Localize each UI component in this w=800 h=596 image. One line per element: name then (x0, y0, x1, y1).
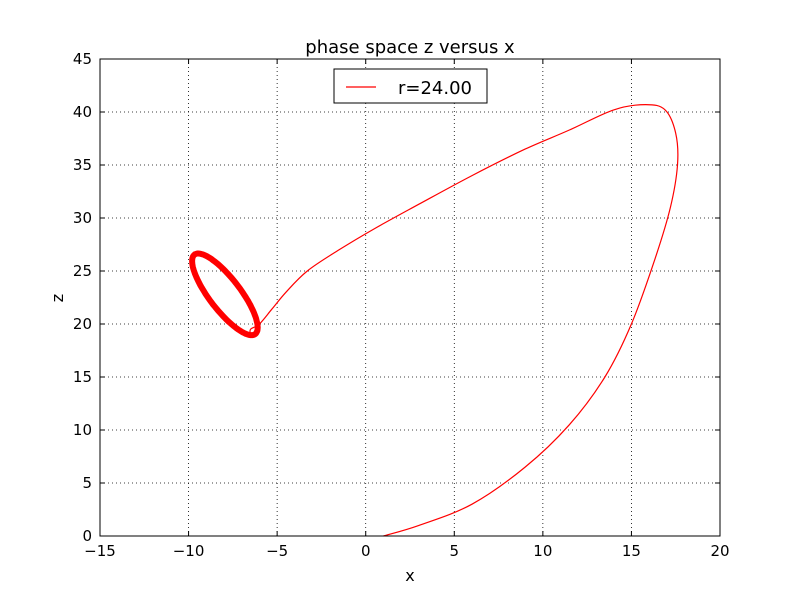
x-tick-label: −10 (173, 542, 205, 560)
x-tick-label: 5 (450, 542, 460, 560)
legend-label: r=24.00 (398, 78, 472, 99)
x-tick-label: 20 (710, 542, 729, 560)
x-tick-label: 0 (361, 542, 371, 560)
x-tick-labels: −15 −10 −5 0 5 10 15 20 (84, 542, 729, 560)
y-tick-label: 35 (73, 156, 92, 174)
y-tick-label: 15 (73, 368, 92, 386)
x-axis-label: x (405, 566, 414, 585)
series-layer (189, 103, 679, 537)
y-axis-label: z (48, 294, 67, 302)
y-tick-labels: 0 5 10 15 20 25 30 35 40 45 (73, 50, 92, 545)
plot-frame (99, 58, 721, 537)
y-tick-label: 40 (73, 103, 92, 121)
y-tick-label: 0 (82, 527, 92, 545)
y-tick-label: 5 (82, 474, 92, 492)
x-tick-label: 15 (622, 542, 641, 560)
y-tick-label: 10 (73, 421, 92, 439)
legend: r=24.00 (333, 68, 488, 104)
limit-cycle-loop (189, 250, 261, 339)
y-tick-label: 45 (73, 50, 92, 68)
legend-box (333, 68, 488, 104)
x-tick-label: −5 (266, 542, 288, 560)
plot-area (100, 59, 720, 536)
x-tick-label: 10 (533, 542, 552, 560)
chart-title: phase space z versus x (305, 37, 515, 58)
y-tick-label: 25 (73, 262, 92, 280)
y-tick-label: 30 (73, 209, 92, 227)
x-tick-label: −15 (84, 542, 116, 560)
y-tick-label: 20 (73, 315, 92, 333)
trajectory-line (249, 103, 679, 537)
